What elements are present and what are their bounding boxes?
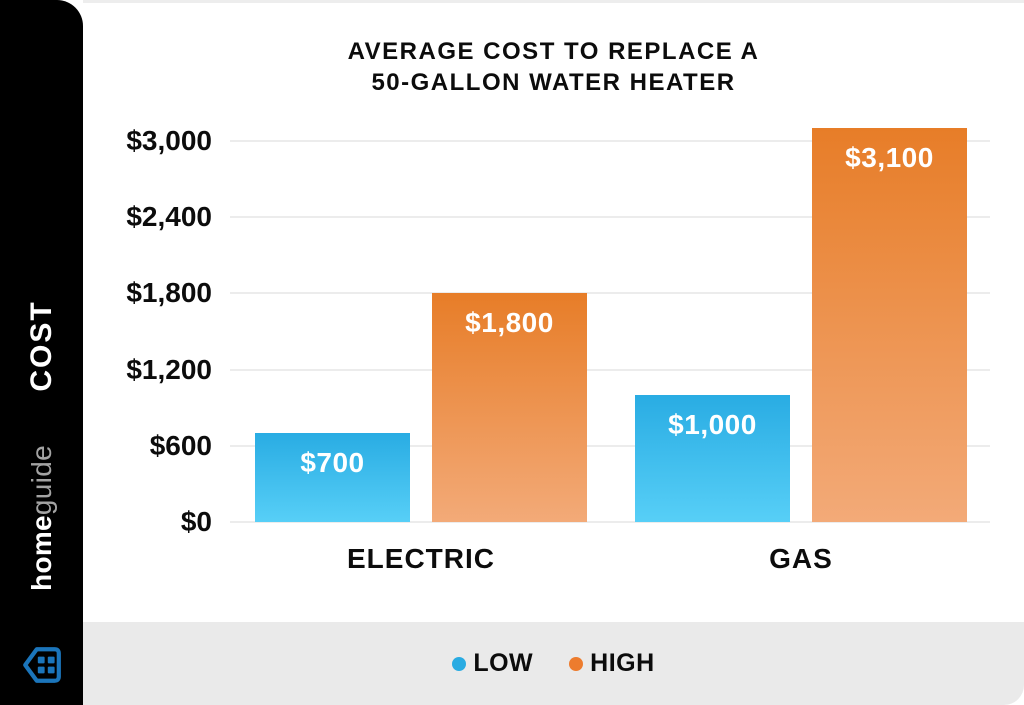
y-tick-label: $600 (149, 429, 212, 461)
bar-value-label: $1,800 (465, 307, 554, 339)
y-tick-label: $0 (180, 506, 212, 537)
house-icon-svg (23, 647, 61, 683)
sidebar: COST homeguide (0, 0, 83, 705)
bar-value-label: $1,000 (668, 409, 757, 440)
legend-label-high: HIGH (590, 649, 655, 677)
y-axis-title-text: COST (25, 300, 58, 392)
chart-title-line2: 50-GALLON WATER HEATER (371, 69, 736, 96)
bar-gas-low: $1,000 (635, 395, 790, 522)
x-axis-label-electric: ELECTRIC (347, 543, 495, 574)
gridline-0 (230, 521, 990, 523)
y-tick-label: $2,400 (126, 201, 212, 233)
legend-item-low: LOW (452, 649, 533, 678)
bar-value-label: $3,100 (845, 142, 934, 174)
y-tick-label: $1,800 (126, 277, 212, 309)
brand-text: homeguide (26, 445, 58, 591)
legend-label-low: LOW (473, 649, 534, 677)
gridline-1200 (230, 368, 990, 371)
brand-guide-text: guide (26, 445, 57, 516)
top-border-line (83, 0, 1024, 3)
bar-electric-high: $1,800 (432, 293, 587, 522)
gridline-2400 (230, 216, 990, 219)
gridline-3000 (230, 140, 990, 142)
legend: LOW HIGH (83, 622, 1024, 705)
chart-title-line1: AVERAGE COST TO REPLACE A (347, 38, 760, 65)
brand-home-text: home (26, 515, 57, 591)
chart-title: AVERAGE COST TO REPLACE A 50-GALLON WATE… (83, 36, 1024, 98)
bar-value-label: $700 (300, 447, 365, 479)
low-dot-icon (452, 656, 467, 671)
y-tick-label: $1,200 (126, 353, 212, 385)
high-dot-icon (569, 656, 584, 671)
y-tick-label: $3,000 (126, 125, 212, 156)
bar-electric-low: $700 (255, 433, 410, 522)
gridline-1800 (230, 292, 990, 295)
gridline-600 (230, 444, 990, 447)
legend-item-high: HIGH (569, 649, 655, 678)
x-axis-label-gas: GAS (769, 543, 833, 574)
bar-gas-high: $3,100 (812, 128, 967, 522)
